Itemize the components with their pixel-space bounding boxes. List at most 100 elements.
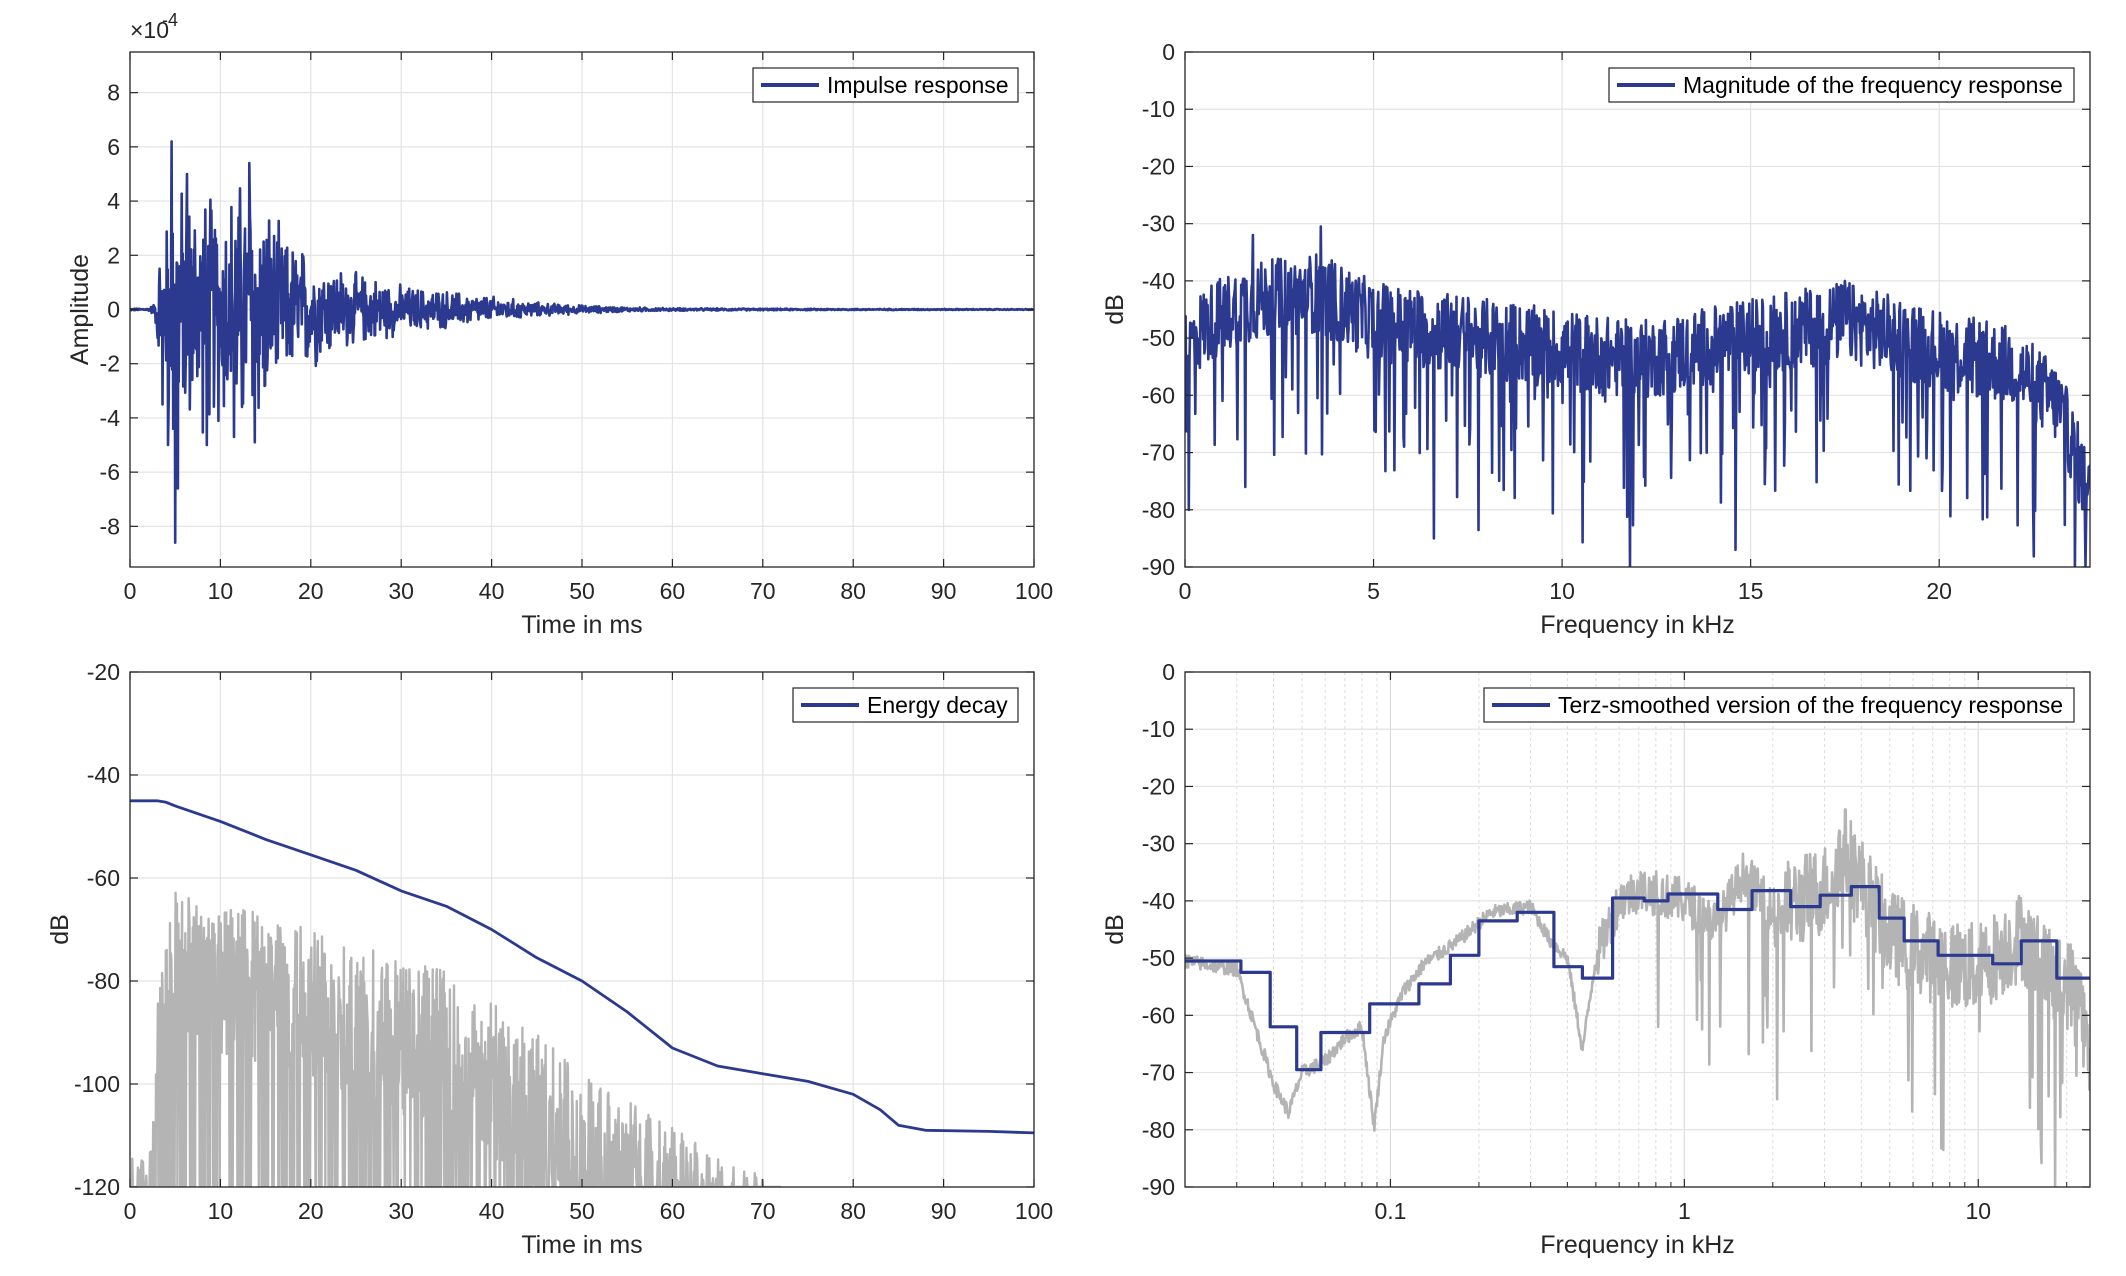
magnitude-response-line (1185, 225, 2090, 567)
magnitude-ytick-label: -40 (1142, 268, 1175, 294)
terz-legend-label: Terz-smoothed version of the frequency r… (1558, 692, 2063, 718)
magnitude-ytick-label: -90 (1142, 554, 1175, 580)
impulse-response-line (130, 140, 1034, 544)
magnitude-ytick-label: 0 (1162, 39, 1175, 65)
terz-axes (1185, 671, 2090, 1188)
terz-ytick-label: -20 (1142, 773, 1175, 799)
impulse-xtick-label: 80 (840, 578, 866, 604)
terz-ytick-label: 0 (1162, 659, 1175, 685)
magnitude-ylabel: dB (1101, 294, 1129, 325)
terz-xtick-label: 1 (1678, 1198, 1691, 1224)
terz-raw-line (1185, 808, 2090, 1187)
energy-raw-line (130, 891, 782, 1187)
terz-ytick-label: -30 (1142, 831, 1175, 857)
terz-axis-overlay: 0.1 1 10 0 -10 -20 -30 -40 -50 -60 -70 -80 -90 Freque… (1101, 659, 2091, 1259)
impulse-xtick-label: 50 (569, 578, 595, 604)
impulse-xtick-label: 20 (298, 578, 324, 604)
impulse-xlabel: Time in ms (521, 611, 642, 639)
impulse-axes (129, 52, 1035, 567)
terz-xlabel: Frequency in kHz (1540, 1231, 1735, 1259)
magnitude-legend-label: Magnitude of the frequency response (1683, 72, 2063, 98)
impulse-xtick-label: 0 (124, 578, 137, 604)
decay-xlabel: Time in ms (521, 1231, 642, 1259)
impulse-ytick-label: -8 (100, 513, 120, 539)
terz-xtick-label: 0.1 (1374, 1198, 1406, 1224)
impulse-legend-label: Impulse response (827, 72, 1009, 98)
magnitude-ytick-label: -60 (1142, 382, 1175, 408)
decay-xtick-label: 80 (840, 1198, 866, 1224)
decay-ytick-label: -40 (87, 762, 120, 788)
terz-ylabel: dB (1101, 914, 1129, 945)
decay-xtick-label: 90 (931, 1198, 957, 1224)
decay-axes (129, 671, 1035, 1188)
impulse-xtick-label: 40 (479, 578, 505, 604)
impulse-xtick-label: 30 (388, 578, 414, 604)
impulse-xtick-label: 90 (931, 578, 957, 604)
impulse-xtick-label: 70 (750, 578, 776, 604)
magnitude-ytick-label: -30 (1142, 211, 1175, 237)
magnitude-xtick-label: 10 (1549, 578, 1575, 604)
terz-axes-box (1184, 671, 2091, 1188)
terz-ytick-label: -40 (1142, 888, 1175, 914)
terz-ytick-label: -60 (1142, 1002, 1175, 1028)
magnitude-ytick-label: -70 (1142, 440, 1175, 466)
decay-xtick-label: 40 (479, 1198, 505, 1224)
decay-ytick-label: -60 (87, 865, 120, 891)
terz-ytick-label: -90 (1142, 1174, 1175, 1200)
impulse-ytick-label: 6 (107, 134, 120, 160)
magnitude-legend: Magnitude of the frequency response (1608, 67, 2075, 103)
decay-xtick-label: 10 (208, 1198, 234, 1224)
decay-ylabel: dB (46, 914, 74, 945)
impulse-exponent-label: ×10 (130, 17, 169, 43)
impulse-ytick-label: 0 (107, 297, 120, 323)
terz-smoothed-line (1185, 885, 2090, 1072)
decay-xtick-label: 0 (124, 1198, 137, 1224)
decay-xtick-label: 20 (298, 1198, 324, 1224)
terz-ytick-label: -10 (1142, 716, 1175, 742)
impulse-xtick-label: 10 (208, 578, 234, 604)
impulse-ytick-label: 8 (107, 80, 120, 106)
impulse-xtick-label: 100 (1015, 578, 1053, 604)
magnitude-axes-box (1184, 51, 2091, 568)
decay-ytick-label: -100 (74, 1071, 120, 1097)
decay-ytick-label: -80 (87, 968, 120, 994)
magnitude-xtick-label: 5 (1367, 578, 1380, 604)
impulse-ytick-label: -2 (100, 351, 120, 377)
decay-xtick-label: 70 (750, 1198, 776, 1224)
magnitude-ytick-label: -20 (1142, 153, 1175, 179)
impulse-exponent-power: -4 (162, 10, 178, 30)
decay-xtick-label: 100 (1015, 1198, 1053, 1224)
decay-xtick-label: 50 (569, 1198, 595, 1224)
energy-decay-line (130, 799, 1034, 1135)
decay-xtick-label: 30 (388, 1198, 414, 1224)
magnitude-xtick-label: 20 (1926, 578, 1952, 604)
magnitude-xlabel: Frequency in kHz (1540, 611, 1735, 639)
decay-ytick-label: -120 (74, 1174, 120, 1200)
magnitude-ytick-label: -50 (1142, 325, 1175, 351)
decay-ytick-label: -20 (87, 659, 120, 685)
terz-legend: Terz-smoothed version of the frequency r… (1483, 687, 2075, 723)
decay-legend: Energy decay (792, 687, 1019, 723)
impulse-ylabel: Amplitude (66, 254, 94, 365)
decay-legend-label: Energy decay (867, 692, 1008, 718)
impulse-xtick-label: 60 (660, 578, 686, 604)
decay-axis-overlay: 0 10 20 30 40 50 60 70 80 90 100 -20 -40 -60 -80 -100 -1… (46, 659, 1053, 1259)
impulse-ytick-label: 4 (107, 188, 120, 214)
magnitude-axes (1184, 51, 2090, 568)
magnitude-legend-box (1608, 67, 2075, 103)
impulse-axis-overlay: 0 10 20 30 40 50 60 70 80 90 100 -8 -6 -4 -2 0 2 4 6 8 Time … (66, 10, 1053, 639)
terz-ytick-label: -50 (1142, 945, 1175, 971)
terz-legend-box (1483, 687, 2075, 723)
terz-ytick-label: -80 (1142, 1117, 1175, 1143)
magnitude-xtick-label: 0 (1179, 578, 1192, 604)
magnitude-xtick-label: 15 (1738, 578, 1764, 604)
impulse-legend: Impulse response (752, 67, 1019, 103)
decay-xtick-label: 60 (660, 1198, 686, 1224)
magnitude-ytick-label: -80 (1142, 497, 1175, 523)
impulse-ytick-label: -6 (100, 459, 120, 485)
impulse-ytick-label: -4 (100, 405, 121, 431)
magnitude-axis-overlay: 0 5 10 15 20 0 -10 -20 -30 -40 -50 -60 -70 -80 -90 Freq… (1101, 39, 2091, 639)
impulse-ytick-label: 2 (107, 242, 120, 268)
terz-xtick-label: 10 (1965, 1198, 1991, 1224)
